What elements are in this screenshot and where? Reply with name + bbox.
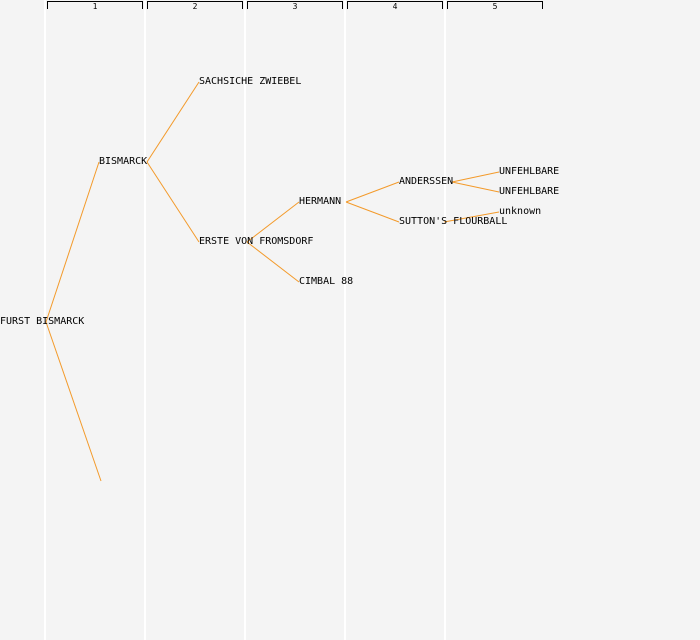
column-divider <box>344 0 346 640</box>
node-suttons[interactable]: SUTTON'S FLOURBALL <box>399 216 508 227</box>
generation-header-5: 5 <box>447 1 543 11</box>
generation-number: 1 <box>92 2 98 11</box>
generation-number: 5 <box>492 2 498 11</box>
edge-hermann-to-suttons <box>345 201 400 223</box>
generation-header-3: 3 <box>247 1 343 11</box>
generation-number: 4 <box>392 2 398 11</box>
generation-number: 3 <box>292 2 298 11</box>
edge-anderssen-to-unfehlbare2 <box>451 181 500 193</box>
edge-erste-to-cimbal <box>246 241 300 283</box>
node-unfehlbare-2[interactable]: UNFEHLBARE <box>499 186 560 197</box>
generation-header-1: 1 <box>47 1 143 11</box>
node-unknown[interactable]: unknown <box>499 206 542 217</box>
column-divider <box>244 0 246 640</box>
edge-erste-to-hermann <box>246 201 300 243</box>
edge-root-to-bismarck <box>45 161 100 323</box>
edge-bismarck-to-sachsiche <box>146 81 200 163</box>
node-bismarck[interactable]: BISMARCK <box>99 156 148 167</box>
node-cimbal[interactable]: CIMBAL 88 <box>299 276 354 287</box>
edge-suttons-to-unknown <box>443 211 500 223</box>
node-hermann[interactable]: HERMANN <box>299 196 342 207</box>
node-root[interactable]: FURST BISMARCK <box>0 316 85 327</box>
edge-anderssen-to-unfehlbare1 <box>451 171 500 183</box>
node-anderssen[interactable]: ANDERSSEN <box>399 176 454 187</box>
generation-header-2: 2 <box>147 1 243 11</box>
edge-root-to-missing <box>45 321 102 482</box>
node-sachsiche[interactable]: SACHSICHE ZWIEBEL <box>199 76 302 87</box>
generation-number: 2 <box>192 2 198 11</box>
edge-hermann-to-anderssen <box>345 181 400 203</box>
column-divider <box>144 0 146 640</box>
column-divider <box>444 0 446 640</box>
node-unfehlbare-1[interactable]: UNFEHLBARE <box>499 166 560 177</box>
column-divider <box>44 0 46 640</box>
node-erste[interactable]: ERSTE VON FROMSDORF <box>199 236 314 247</box>
generation-header-4: 4 <box>347 1 443 11</box>
edge-bismarck-to-erste <box>146 161 200 243</box>
